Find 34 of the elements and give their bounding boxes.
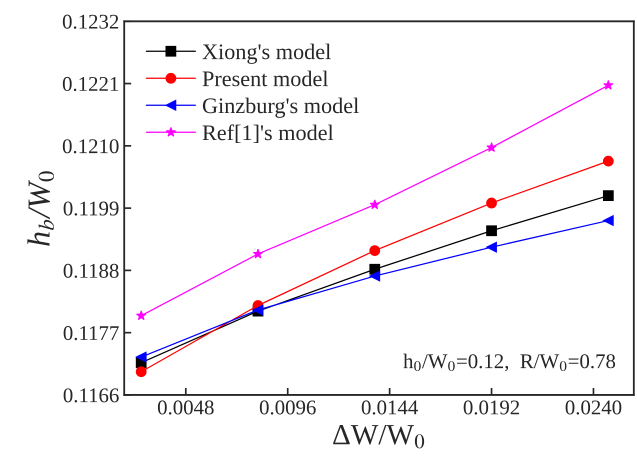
legend-label: Ref[1]'s model [202, 124, 334, 144]
y-tick-label: 0.1188 [64, 264, 119, 278]
point [136, 310, 146, 320]
point [602, 156, 614, 167]
point [602, 190, 614, 202]
point [370, 199, 380, 210]
y-tick-label: 0.1177 [64, 326, 119, 340]
point [369, 245, 380, 256]
legend-label: Ginzburg's model [202, 98, 359, 118]
point [486, 142, 497, 152]
x-tick-label: 0.0144 [362, 400, 418, 415]
point [486, 198, 497, 208]
legend-label: Xiong's model [202, 44, 331, 64]
y-tick-label: 0.1221 [62, 76, 118, 92]
point [252, 248, 264, 258]
x-tick-label: 0.0096 [260, 400, 316, 415]
y-tick-label: 0.1166 [64, 388, 119, 402]
point [486, 225, 497, 236]
point [603, 80, 614, 90]
legend-label: Present model [202, 70, 328, 86]
y-axis-title: h$_{b}$/W$_{0}$ [27, 171, 54, 246]
y-tick-label: 0.1199 [64, 201, 118, 216]
y-tick-label: 0.1210 [62, 139, 119, 154]
y-tick-label: 0.1232 [62, 14, 118, 29]
x-tick-label: 0.0240 [566, 400, 622, 415]
point [136, 352, 147, 362]
point [486, 242, 497, 253]
point [136, 366, 147, 378]
x-axis-title: ΔW/W$_{0}$ [333, 424, 424, 448]
point [369, 270, 380, 282]
annotation: h$_{0}$/W$_{0}$=0.12, R/W$_{0}$=0.78 [403, 354, 616, 372]
point [602, 215, 614, 226]
x-tick-label: 0.0192 [464, 400, 520, 415]
x-tick-label: 0.0048 [158, 400, 214, 415]
